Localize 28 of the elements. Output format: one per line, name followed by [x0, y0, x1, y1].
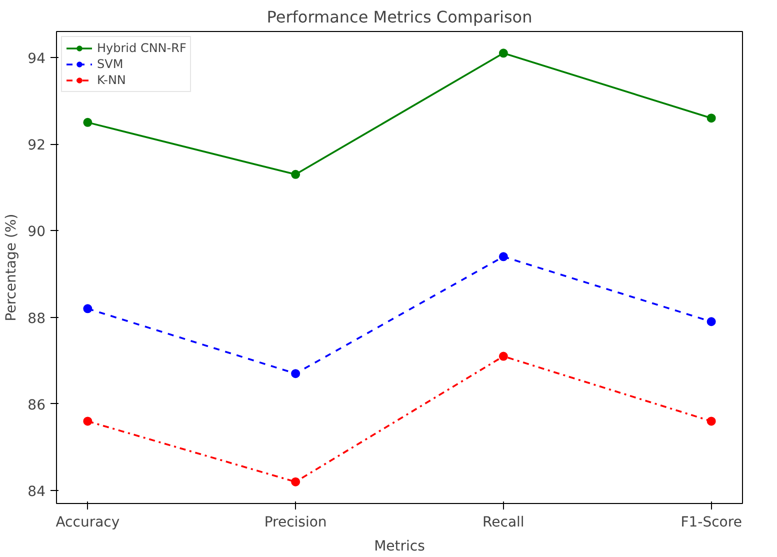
point — [706, 114, 716, 123]
x-tick-label: Recall — [482, 514, 524, 530]
point — [498, 252, 508, 262]
chart-title: Performance Metrics Comparison — [266, 8, 532, 26]
point — [498, 352, 508, 361]
y-tick-label: 90 — [28, 224, 46, 240]
point — [83, 304, 92, 314]
point — [291, 369, 300, 378]
point — [291, 170, 300, 179]
x-tick-label: Precision — [264, 514, 327, 530]
point — [706, 416, 716, 426]
y-tick-label: 86 — [28, 397, 46, 414]
point — [498, 48, 508, 58]
point — [706, 317, 716, 326]
y-tick-label: 88 — [28, 310, 46, 327]
legend-label: SVM — [97, 57, 124, 71]
point — [83, 118, 92, 127]
x-tick-label: Accuracy — [56, 514, 120, 530]
y-tick-label: 92 — [28, 138, 46, 154]
y-tick-label: 94 — [28, 50, 46, 67]
x-tick-label: F1-Score — [680, 514, 742, 530]
point — [291, 477, 300, 486]
y-tick-label: 84 — [28, 484, 46, 500]
legend-label: K-NN — [97, 73, 126, 87]
point — [83, 416, 92, 426]
legend-label: Hybrid CNN-RF — [97, 41, 186, 55]
x-axis-title: Metrics — [374, 538, 425, 554]
y-axis-title: Percentage (%) — [4, 214, 20, 322]
